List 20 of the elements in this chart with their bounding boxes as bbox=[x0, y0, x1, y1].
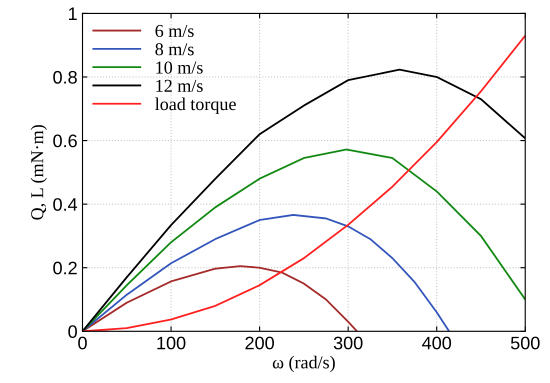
y-tick-label: 0.8 bbox=[53, 70, 77, 84]
legend-label: 10 m/s bbox=[156, 61, 203, 74]
y-tick-label: 0 bbox=[68, 325, 77, 338]
x-tick-label: 100 bbox=[157, 336, 186, 350]
legend-label: 8 m/s bbox=[155, 43, 194, 56]
y-tick-label: 1 bbox=[68, 8, 77, 20]
x-tick-label: 300 bbox=[334, 336, 363, 350]
y-tick-label: 0.6 bbox=[53, 134, 77, 148]
x-tick-label: 400 bbox=[422, 336, 452, 350]
y-tick-label: 0.4 bbox=[53, 198, 78, 211]
legend-label: 12 m/s bbox=[156, 80, 203, 92]
x-axis-title: ω (rad/s) bbox=[272, 356, 335, 372]
y-tick-label: 0.2 bbox=[53, 262, 77, 274]
y-axis-title: Q, L (mN·m) bbox=[30, 125, 47, 220]
legend-label: load torque bbox=[155, 98, 236, 114]
x-tick-label: 500 bbox=[510, 336, 540, 350]
line-series bbox=[82, 214, 450, 332]
x-tick-label: 200 bbox=[245, 336, 274, 350]
legend-label: 6 m/s bbox=[156, 24, 194, 38]
x-tick-label: 0 bbox=[78, 336, 87, 350]
